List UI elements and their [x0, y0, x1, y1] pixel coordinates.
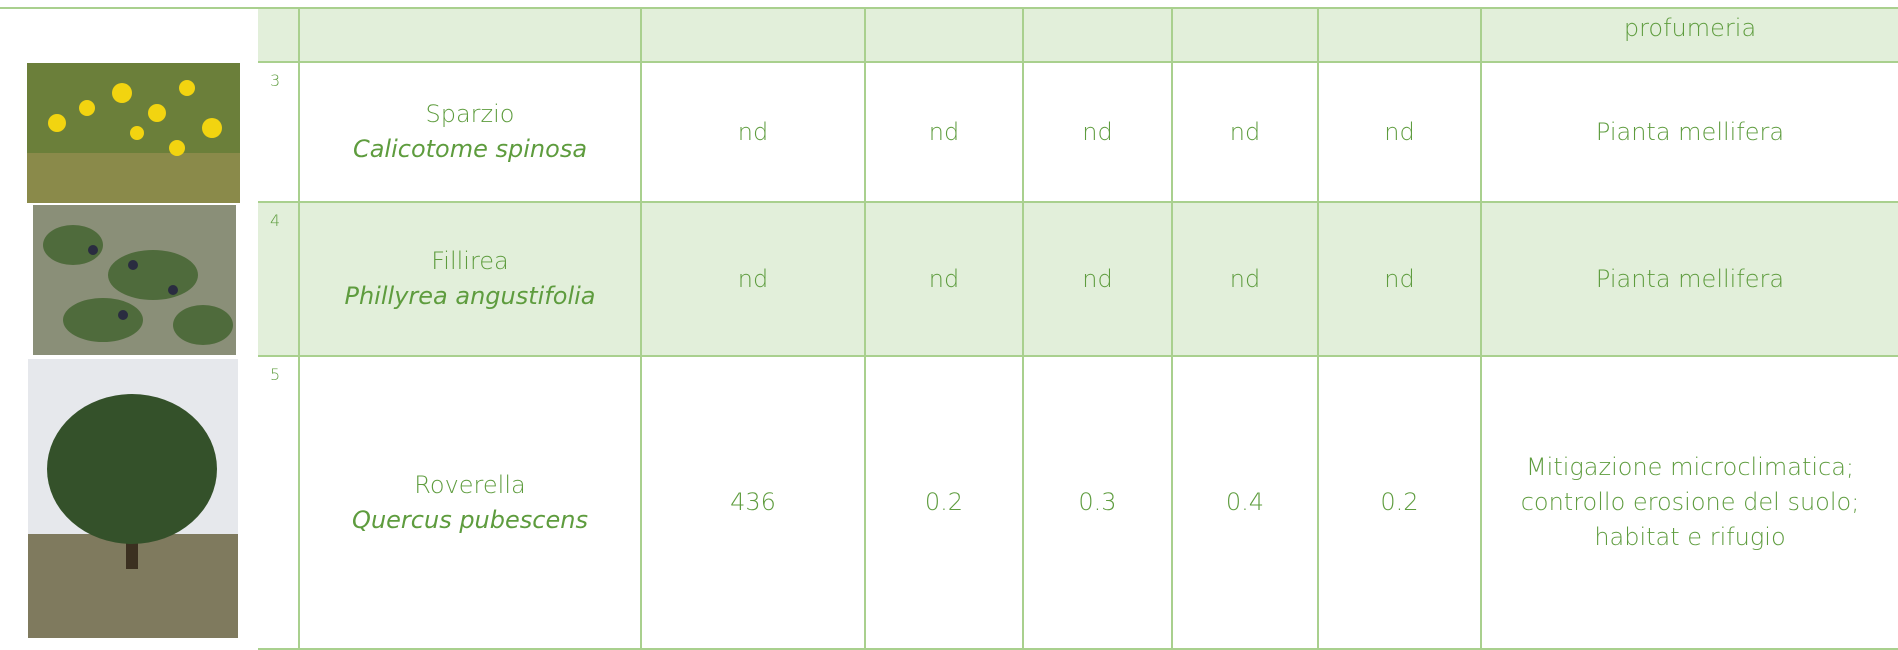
- value-cell: nd: [1173, 63, 1319, 203]
- scientific-name: Phillyrea angustifolia: [345, 279, 596, 314]
- value-cell: 0.4: [1173, 357, 1319, 650]
- value-cell: nd: [866, 203, 1024, 357]
- value-cell: 436: [642, 357, 866, 650]
- scientific-name: Calicotome spinosa: [353, 132, 587, 167]
- value: nd: [1082, 262, 1112, 297]
- value: 0.4: [1226, 485, 1264, 520]
- note-line: Pianta mellifera: [1596, 115, 1784, 150]
- value-cell: nd: [1319, 203, 1482, 357]
- value-cell: [642, 7, 866, 63]
- name-cell: [300, 7, 642, 63]
- photo-sparzio: [27, 63, 240, 203]
- value: 436: [730, 485, 776, 520]
- value: nd: [929, 115, 959, 150]
- number-cell: 3: [258, 63, 300, 203]
- value-cell: [1319, 7, 1482, 63]
- value: nd: [1082, 115, 1112, 150]
- value: nd: [738, 115, 768, 150]
- number-cell: [258, 7, 300, 63]
- note-line: habitat e rifugio: [1594, 520, 1785, 555]
- notes-cell: profumeria: [1482, 7, 1898, 63]
- value: nd: [1230, 262, 1260, 297]
- row-number: 5: [270, 363, 280, 386]
- value-cell: nd: [1024, 63, 1173, 203]
- value-cell: nd: [1319, 63, 1482, 203]
- value-cell: [1173, 7, 1319, 63]
- value: 0.2: [925, 485, 963, 520]
- scientific-name: Quercus pubescens: [352, 503, 588, 538]
- value-cell: 0.3: [1024, 357, 1173, 650]
- number-cell: 5: [258, 357, 300, 650]
- note-line: Pianta mellifera: [1596, 262, 1784, 297]
- value: nd: [929, 262, 959, 297]
- value: nd: [1230, 115, 1260, 150]
- value-cell: nd: [1024, 203, 1173, 357]
- note-line: profumeria: [1624, 11, 1756, 46]
- value-cell: [866, 7, 1024, 63]
- value-cell: nd: [1173, 203, 1319, 357]
- value-cell: nd: [866, 63, 1024, 203]
- value: nd: [1384, 115, 1414, 150]
- value-cell: nd: [642, 63, 866, 203]
- value-cell: nd: [642, 203, 866, 357]
- image-cell: [0, 7, 258, 63]
- value: 0.2: [1380, 485, 1418, 520]
- notes-cell: Mitigazione microclimatica;controllo ero…: [1482, 357, 1898, 650]
- value-cell: [1024, 7, 1173, 63]
- photo-fillirea: [33, 205, 236, 355]
- notes-cell: Pianta mellifera: [1482, 63, 1898, 203]
- row-number: 3: [270, 69, 280, 92]
- common-name: Roverella: [414, 468, 525, 503]
- note-line: Mitigazione microclimatica;: [1526, 450, 1854, 485]
- note-line: controllo erosione del suolo;: [1521, 485, 1860, 520]
- row-number: 4: [270, 209, 280, 232]
- value: nd: [738, 262, 768, 297]
- photo-roverella: [28, 359, 238, 638]
- number-cell: 4: [258, 203, 300, 357]
- common-name: Fillirea: [431, 244, 509, 279]
- value-cell: 0.2: [1319, 357, 1482, 650]
- page: profumeria 3 SparzioCalicotome spinosa nd nd…: [0, 0, 1898, 638]
- common-name: Sparzio: [426, 97, 515, 132]
- value-cell: 0.2: [866, 357, 1024, 650]
- value: 0.3: [1078, 485, 1116, 520]
- value: nd: [1384, 262, 1414, 297]
- notes-cell: Pianta mellifera: [1482, 203, 1898, 357]
